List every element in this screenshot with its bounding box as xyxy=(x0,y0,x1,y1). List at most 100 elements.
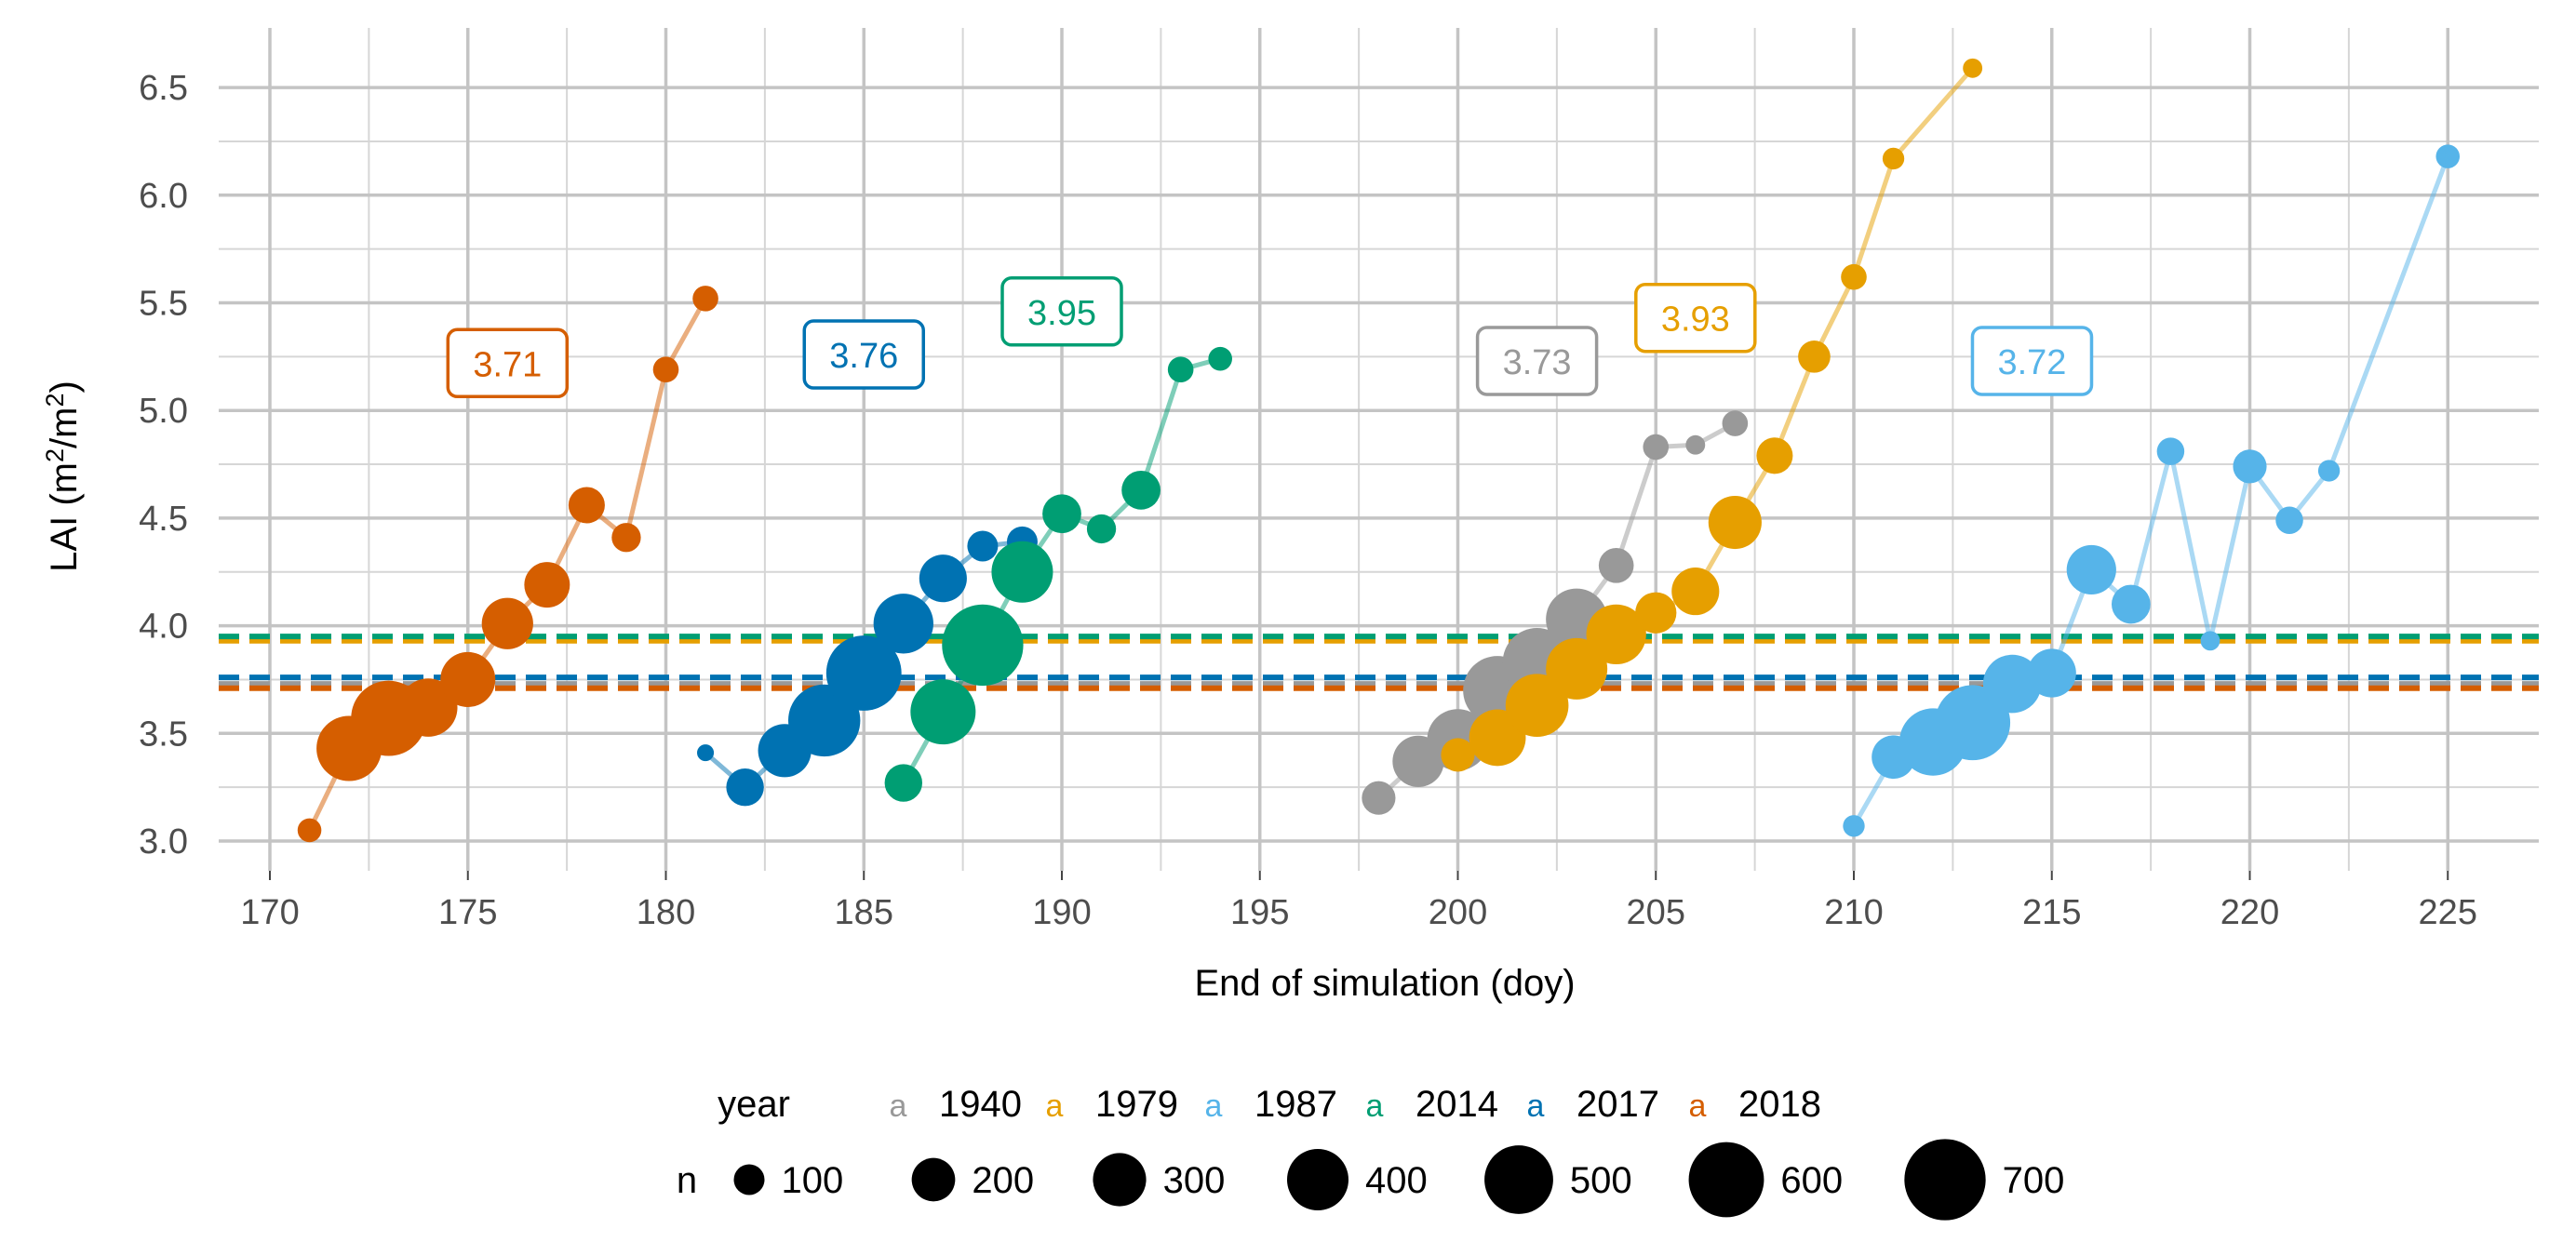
mean-label-text: 3.72 xyxy=(1997,343,2066,382)
legend-size-label: 100 xyxy=(782,1160,844,1201)
data-point xyxy=(1598,547,1634,583)
data-point xyxy=(297,818,322,843)
legend: year n a 1940 a 1979 a 1987 a 2014 a 2017 a 2018 10… xyxy=(677,1084,2065,1221)
data-point xyxy=(884,764,923,802)
data-point xyxy=(1042,494,1081,534)
x-tick-label: 215 xyxy=(2022,893,2081,932)
legend-size-300: 300 xyxy=(1093,1153,1226,1207)
legend-year-1979: a 1979 xyxy=(1046,1084,1178,1125)
data-point xyxy=(1882,147,1905,170)
series-1987 xyxy=(1843,144,2461,837)
data-point xyxy=(825,635,902,711)
series-2018 xyxy=(297,286,718,843)
data-point xyxy=(2275,506,2303,534)
mean-label-2018: 3.71 xyxy=(446,327,570,399)
mean-label-2014: 3.95 xyxy=(1000,276,1123,347)
data-point xyxy=(910,679,976,745)
mean-label-box xyxy=(1000,276,1123,347)
y-tick-label: 6.0 xyxy=(139,177,188,216)
legend-size-circle xyxy=(1688,1142,1764,1218)
data-point xyxy=(1121,470,1161,510)
data-point xyxy=(1167,356,1194,383)
legend-year-2014: a 2014 xyxy=(1366,1084,1498,1125)
data-point xyxy=(481,597,533,649)
data-point xyxy=(1708,495,1762,550)
legend-size-label: 500 xyxy=(1570,1160,1632,1201)
mean-lines xyxy=(219,634,2539,691)
grid xyxy=(219,28,2539,871)
y-tick-label: 5.5 xyxy=(139,285,188,324)
y-axis-label: LAI (m2/m2) xyxy=(41,381,85,572)
x-tick-label: 205 xyxy=(1627,893,1685,932)
data-point xyxy=(1362,781,1396,815)
legend-size-400: 400 xyxy=(1287,1149,1428,1210)
legend-year-label: 2017 xyxy=(1576,1084,1659,1125)
data-point xyxy=(1982,654,2042,714)
mean-label-1979: 3.93 xyxy=(1634,282,1757,354)
legend-years: a 1940 a 1979 a 1987 a 2014 a 2017 a 2018 xyxy=(890,1084,1821,1125)
x-tick-label: 170 xyxy=(240,893,299,932)
data-point xyxy=(1635,592,1677,634)
y-tick-label: 6.5 xyxy=(139,69,188,108)
legend-sizes: 100 200 300 400 500 600 700 xyxy=(733,1139,2065,1221)
data-point xyxy=(1441,738,1475,772)
mean-label-box xyxy=(446,327,570,399)
mean-label-box xyxy=(1475,326,1599,396)
legend-size-label: 700 xyxy=(2003,1160,2065,1201)
data-point xyxy=(1798,341,1831,373)
data-point xyxy=(1505,674,1569,738)
data-point xyxy=(919,554,967,603)
series-layer xyxy=(297,58,2461,843)
x-tick-label: 185 xyxy=(835,893,893,932)
data-point xyxy=(697,744,715,762)
legend-year-key: a xyxy=(1046,1088,1064,1124)
data-point xyxy=(1546,637,1608,700)
data-point xyxy=(2233,449,2267,484)
series-1979 xyxy=(1441,58,1983,772)
y-tick-label: 3.0 xyxy=(139,822,188,861)
legend-year-title: year xyxy=(718,1084,790,1125)
y-tick-label: 3.5 xyxy=(139,714,188,754)
data-point xyxy=(1086,514,1117,544)
legend-year-label: 2014 xyxy=(1415,1084,1498,1125)
y-axis-label-base: LAI (m xyxy=(44,462,85,572)
mean-label-1987: 3.72 xyxy=(1970,326,2094,396)
data-point xyxy=(1722,410,1749,436)
y-tick-label: 4.5 xyxy=(139,500,188,539)
legend-size-500: 500 xyxy=(1484,1145,1632,1214)
data-point xyxy=(942,604,1024,687)
x-axis: 170 175 180 185 190 195 200 205 210 215 220 225 xyxy=(240,871,2477,932)
legend-size-circle xyxy=(1287,1149,1348,1210)
legend-size-circle xyxy=(1484,1145,1553,1214)
data-point xyxy=(2200,631,2220,651)
series-2014 xyxy=(884,346,1232,802)
mean-label-text: 3.76 xyxy=(829,337,898,376)
legend-year-label: 1987 xyxy=(1254,1084,1337,1125)
x-tick-label: 225 xyxy=(2419,893,2477,932)
data-point xyxy=(2317,460,2341,482)
legend-year-key: a xyxy=(1366,1088,1384,1124)
y-axis-label-end: ) xyxy=(44,381,85,393)
data-point xyxy=(1586,604,1646,665)
mean-label-box xyxy=(1634,282,1757,354)
x-tick-label: 190 xyxy=(1032,893,1091,932)
legend-year-1987: a 1987 xyxy=(1205,1084,1337,1125)
data-point xyxy=(1963,58,1983,78)
legend-size-title: n xyxy=(677,1160,697,1201)
data-point xyxy=(692,286,718,312)
legend-year-label: 2018 xyxy=(1738,1084,1821,1125)
mean-label-box xyxy=(1970,326,2094,396)
legend-size-circle xyxy=(733,1164,765,1195)
data-point xyxy=(1208,346,1232,371)
y-axis: 3.0 3.5 4.0 4.5 5.0 5.5 6.0 6.5 xyxy=(139,69,188,861)
data-point xyxy=(2066,544,2116,595)
legend-year-key: a xyxy=(1527,1088,1545,1124)
data-point xyxy=(1843,815,1865,837)
mean-label-text: 3.95 xyxy=(1027,294,1096,333)
data-point xyxy=(873,594,933,654)
legend-size-circle xyxy=(1093,1153,1147,1207)
x-axis-label: End of simulation (doy) xyxy=(1194,963,1575,1004)
legend-size-label: 300 xyxy=(1163,1160,1226,1201)
data-point xyxy=(440,651,496,707)
